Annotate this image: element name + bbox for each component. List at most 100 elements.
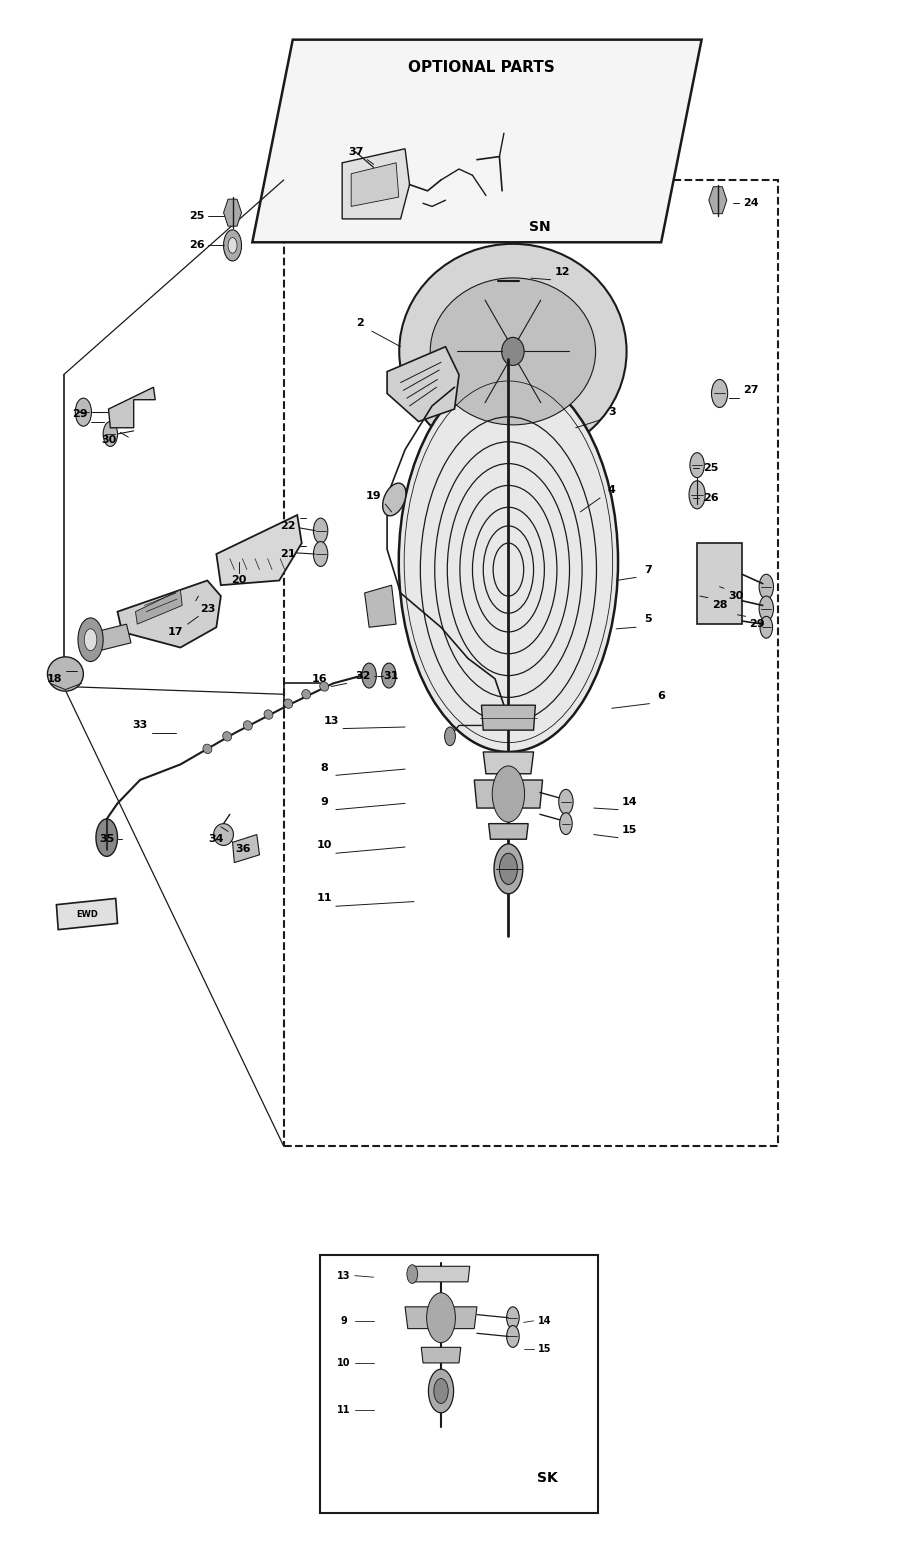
Circle shape xyxy=(507,1307,519,1329)
Text: 22: 22 xyxy=(281,521,296,530)
Polygon shape xyxy=(709,187,727,214)
Text: 23: 23 xyxy=(200,604,215,613)
Circle shape xyxy=(759,574,773,599)
Ellipse shape xyxy=(400,243,626,459)
Circle shape xyxy=(560,813,572,835)
Text: 26: 26 xyxy=(189,240,204,251)
Bar xyxy=(320,1256,598,1513)
Text: 21: 21 xyxy=(281,549,296,558)
Polygon shape xyxy=(57,899,118,930)
Text: 9: 9 xyxy=(340,1315,347,1326)
Text: 5: 5 xyxy=(644,615,652,624)
Polygon shape xyxy=(412,1267,470,1282)
Text: 30: 30 xyxy=(728,591,743,601)
Polygon shape xyxy=(118,580,220,647)
Text: 9: 9 xyxy=(320,797,328,807)
Polygon shape xyxy=(252,39,702,242)
Circle shape xyxy=(78,618,104,661)
Text: 11: 11 xyxy=(338,1404,351,1415)
Polygon shape xyxy=(421,1348,461,1363)
Polygon shape xyxy=(387,346,459,421)
Text: EWD: EWD xyxy=(76,909,98,919)
Ellipse shape xyxy=(213,824,233,846)
Text: 18: 18 xyxy=(47,674,62,683)
Polygon shape xyxy=(482,705,536,730)
Polygon shape xyxy=(432,343,601,402)
Ellipse shape xyxy=(302,690,310,699)
Polygon shape xyxy=(95,624,131,651)
Text: 14: 14 xyxy=(537,1315,551,1326)
Circle shape xyxy=(96,819,118,856)
Circle shape xyxy=(690,452,705,477)
Text: 15: 15 xyxy=(622,825,637,835)
Circle shape xyxy=(445,727,455,746)
Ellipse shape xyxy=(430,278,596,424)
Circle shape xyxy=(689,480,706,509)
Ellipse shape xyxy=(48,657,84,691)
Circle shape xyxy=(507,1326,519,1348)
Text: 28: 28 xyxy=(712,601,727,610)
Text: 14: 14 xyxy=(622,797,637,807)
Text: 13: 13 xyxy=(338,1271,351,1281)
Text: 17: 17 xyxy=(168,627,184,636)
Circle shape xyxy=(104,421,118,446)
Circle shape xyxy=(228,237,237,253)
Circle shape xyxy=(313,541,328,566)
Polygon shape xyxy=(223,200,241,226)
Text: 7: 7 xyxy=(644,565,652,574)
Text: 13: 13 xyxy=(324,716,339,725)
Circle shape xyxy=(313,518,328,543)
Circle shape xyxy=(428,1370,454,1413)
Circle shape xyxy=(760,616,772,638)
Text: SN: SN xyxy=(529,220,551,234)
Circle shape xyxy=(492,766,525,822)
Circle shape xyxy=(362,663,376,688)
Circle shape xyxy=(500,853,518,885)
Ellipse shape xyxy=(284,699,292,708)
Text: 36: 36 xyxy=(236,844,251,853)
Circle shape xyxy=(407,1265,418,1284)
Polygon shape xyxy=(364,585,396,627)
Ellipse shape xyxy=(320,682,328,691)
Text: 3: 3 xyxy=(608,407,616,417)
Circle shape xyxy=(85,629,97,651)
Text: 31: 31 xyxy=(383,671,399,680)
Polygon shape xyxy=(474,780,543,808)
Circle shape xyxy=(382,663,396,688)
Text: 25: 25 xyxy=(189,211,204,222)
Polygon shape xyxy=(483,752,534,774)
Text: 10: 10 xyxy=(317,841,332,850)
Ellipse shape xyxy=(243,721,252,730)
Circle shape xyxy=(559,789,573,814)
Ellipse shape xyxy=(222,732,231,741)
Circle shape xyxy=(712,379,728,407)
Circle shape xyxy=(427,1293,455,1343)
Circle shape xyxy=(76,398,92,426)
Text: OPTIONAL PARTS: OPTIONAL PARTS xyxy=(408,61,554,75)
Circle shape xyxy=(223,229,241,261)
Bar xyxy=(284,179,778,1147)
Text: 35: 35 xyxy=(99,835,114,844)
Text: 33: 33 xyxy=(132,721,148,730)
Text: 2: 2 xyxy=(356,318,364,328)
Text: 37: 37 xyxy=(348,147,364,158)
Text: SK: SK xyxy=(536,1471,557,1485)
Polygon shape xyxy=(232,835,259,863)
Text: 32: 32 xyxy=(356,671,371,680)
Ellipse shape xyxy=(501,337,524,365)
Text: 12: 12 xyxy=(554,267,570,276)
Text: 29: 29 xyxy=(750,619,765,629)
Text: 11: 11 xyxy=(317,894,332,903)
Circle shape xyxy=(434,1379,448,1404)
Polygon shape xyxy=(698,543,742,624)
Text: 34: 34 xyxy=(209,835,224,844)
Circle shape xyxy=(759,596,773,621)
Text: 27: 27 xyxy=(743,385,759,395)
Ellipse shape xyxy=(202,744,211,753)
Polygon shape xyxy=(405,1307,477,1329)
Ellipse shape xyxy=(382,484,406,516)
Text: 20: 20 xyxy=(231,576,247,585)
Text: 29: 29 xyxy=(72,409,87,418)
Text: 30: 30 xyxy=(101,435,116,445)
Text: 10: 10 xyxy=(338,1357,351,1368)
